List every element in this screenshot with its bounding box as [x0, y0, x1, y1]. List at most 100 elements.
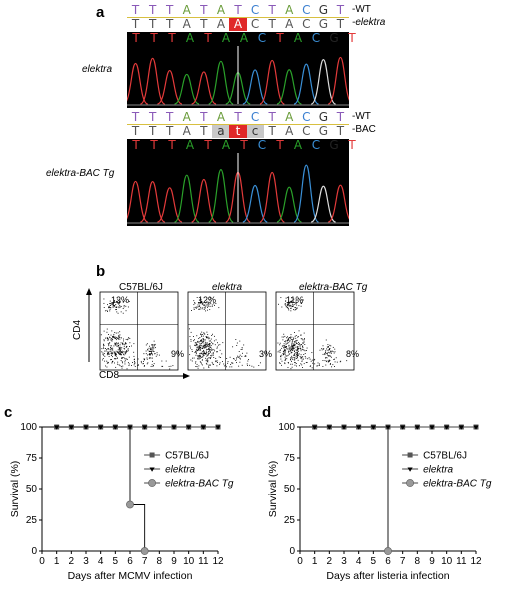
trace-peak [310, 59, 337, 105]
top-sample-label: elektra [82, 64, 113, 75]
flow-event-dot [302, 345, 304, 347]
flow-event-dot [301, 357, 303, 359]
flow-event-dot [329, 364, 331, 365]
flow-event-dot [295, 340, 297, 342]
top-trace-base: A [185, 31, 195, 45]
flow-event-dot [205, 353, 207, 355]
flow-event-dot [115, 344, 117, 346]
bot-trace-base: C [257, 138, 267, 152]
flow-event-dot [122, 357, 123, 359]
flow-event-dot [125, 352, 127, 353]
flow-cd8-pct-2: 3% [259, 349, 273, 359]
flow-event-dot [304, 353, 306, 354]
flow-event-dot [314, 358, 316, 360]
top-alt-base: C [302, 17, 311, 31]
y-tick-label: 50 [26, 484, 38, 495]
bot-ref-base: A [285, 110, 294, 124]
trace-peak [127, 62, 149, 105]
flow-event-dot [194, 306, 196, 308]
flow-event-dot [100, 334, 102, 336]
flow-event-dot [292, 304, 294, 306]
flow-event-dot [121, 347, 123, 349]
flow-event-dot [295, 352, 297, 354]
flow-event-dot [229, 366, 231, 368]
flow-event-dot [153, 347, 155, 349]
flow-event-dot [109, 350, 111, 352]
flow-event-dot [110, 347, 111, 348]
flow-event-dot [118, 348, 120, 350]
flow-event-dot [328, 349, 330, 351]
flow-event-dot [201, 303, 203, 305]
flow-event-dot [144, 358, 146, 360]
flow-event-dot [204, 304, 206, 306]
flow-event-dot [296, 358, 298, 360]
flow-event-dot [290, 334, 292, 336]
flow-event-dot [200, 344, 202, 346]
flow-event-dot [208, 345, 210, 347]
cd4-axis-label: CD4 [72, 319, 83, 340]
x-tick-label: 3 [83, 556, 89, 567]
flow-event-dot [299, 347, 301, 349]
flow-event-dot [121, 337, 122, 339]
flow-event-dot [204, 345, 206, 347]
flow-event-dot [217, 342, 218, 344]
x-tick-label: 5 [113, 556, 119, 567]
flow-event-dot [200, 363, 202, 365]
series-marker [429, 425, 435, 430]
flow-cd4-pct-1: 12% [111, 295, 130, 305]
flow-event-dot [246, 352, 248, 354]
flow-event-dot [111, 339, 113, 341]
flow-event-dot [110, 347, 112, 349]
flow-event-dot [289, 302, 291, 304]
flow-event-dot [131, 365, 132, 366]
flow-event-dot [300, 344, 302, 346]
flow-event-dot [203, 345, 205, 347]
flow-event-dot [128, 363, 130, 365]
x-tick-label: 3 [341, 556, 347, 567]
flow-event-dot [113, 301, 115, 303]
flow-event-dot [207, 344, 209, 346]
flow-event-dot [108, 348, 110, 350]
flow-event-dot [207, 349, 209, 350]
flow-event-dot [119, 354, 121, 356]
flow-event-dot [327, 349, 329, 351]
flow-event-dot [208, 348, 210, 350]
flow-event-dot [287, 348, 289, 350]
flow-event-dot [148, 357, 150, 359]
flow-event-dot [196, 366, 198, 368]
x-tick-label: 8 [415, 556, 421, 567]
flow-event-dot [325, 357, 327, 359]
series-marker [473, 425, 479, 430]
flow-event-dot [225, 364, 227, 366]
flow-event-dot [326, 354, 328, 356]
flow-event-dot [294, 357, 296, 359]
flow-event-dot [201, 302, 203, 304]
flow-event-dot [326, 346, 328, 348]
flow-event-dot [287, 336, 288, 338]
flow-event-dot [195, 342, 197, 344]
flow-event-dot [300, 299, 302, 301]
flow-event-dot [258, 365, 260, 366]
flow-event-dot [329, 344, 331, 346]
flow-event-dot [126, 351, 127, 353]
flow-event-dot [297, 349, 299, 351]
flow-event-dot [133, 355, 135, 357]
flow-event-dot [118, 334, 120, 336]
flow-event-dot [197, 350, 198, 352]
series-marker [126, 500, 134, 509]
flow-event-dot [117, 361, 119, 363]
flow-event-dot [150, 366, 152, 368]
flow-event-dot [302, 356, 304, 358]
flow-event-dot [110, 350, 112, 352]
flow-event-dot [120, 351, 122, 353]
flow-event-dot [161, 360, 163, 362]
flow-event-dot [294, 362, 296, 364]
flow-event-dot [150, 357, 152, 359]
flow-event-dot [199, 308, 201, 310]
flow-event-dot [287, 339, 289, 341]
flow-event-dot [110, 358, 112, 360]
flow-event-dot [206, 336, 208, 338]
x-tick-label: 2 [69, 556, 75, 567]
